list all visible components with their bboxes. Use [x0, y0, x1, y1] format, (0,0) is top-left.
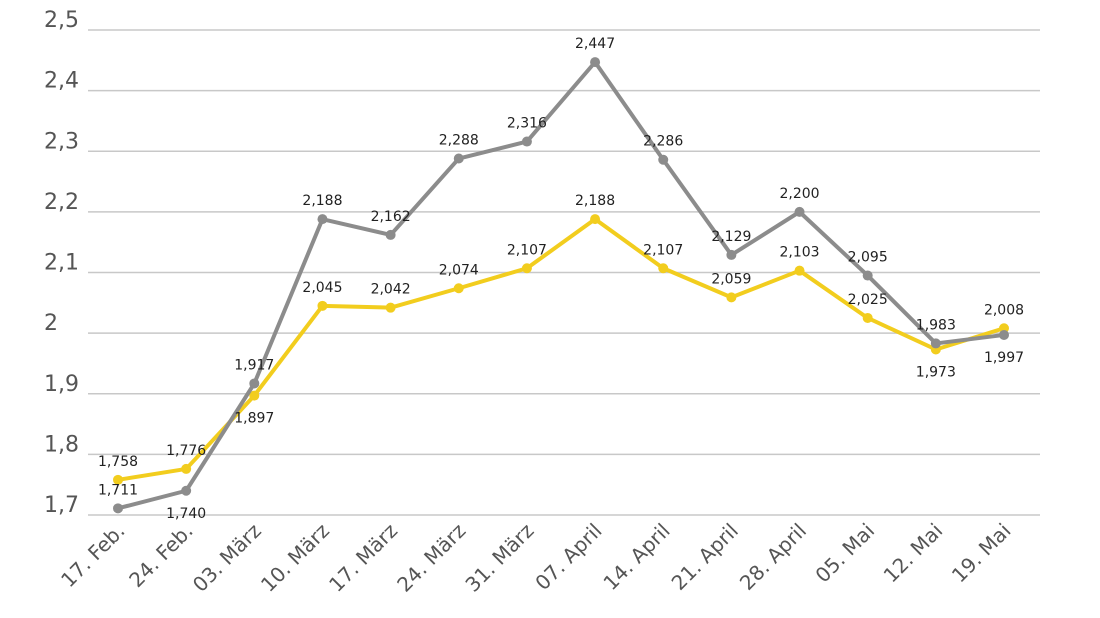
data-label: 2,447 [575, 36, 615, 52]
series-line [116, 217, 1006, 482]
y-tick-label: 2,1 [44, 251, 79, 276]
data-point [317, 300, 328, 311]
data-point [113, 503, 123, 514]
series-yellow [113, 214, 1009, 485]
data-point [862, 312, 873, 323]
data-point [930, 338, 941, 349]
data-label: 1,740 [166, 506, 206, 522]
data-label: 2,107 [643, 242, 683, 258]
data-point [794, 206, 805, 217]
data-point [181, 463, 192, 474]
data-label: 2,059 [711, 271, 751, 287]
x-tick-label: 05. Mai [810, 519, 879, 588]
series-layer [113, 57, 1009, 514]
data-label: 2,288 [439, 133, 479, 149]
y-axis-tick-labels: 1,7 1,8 1,9 2 2,1 2,2 2,3 2,4 2,5 [44, 8, 79, 518]
data-label: 2,042 [371, 282, 411, 298]
data-label: 1,917 [234, 357, 274, 373]
data-label: 1,973 [916, 364, 956, 380]
series-grey [113, 57, 1009, 514]
x-tick-label: 17. März [324, 519, 402, 597]
data-point [453, 283, 464, 294]
data-point [726, 292, 737, 303]
data-label: 1,776 [166, 443, 206, 459]
data-label: 2,008 [984, 302, 1024, 318]
data-point [590, 57, 601, 68]
data-point [794, 265, 805, 276]
data-label: 2,107 [507, 242, 547, 258]
data-label: 2,286 [643, 134, 683, 150]
data-point [385, 302, 396, 313]
y-tick-label: 1,9 [44, 372, 79, 397]
data-label: 2,316 [507, 116, 547, 132]
data-label: 2,045 [302, 280, 342, 296]
data-label: 2,162 [371, 209, 411, 225]
x-tick-label: 03. März [188, 519, 266, 597]
x-tick-label: 19. Mai [947, 519, 1016, 588]
data-label: 1,758 [98, 454, 138, 470]
x-tick-label: 31. März [460, 519, 538, 597]
data-label: 2,129 [711, 229, 751, 245]
data-label: 2,200 [779, 186, 819, 202]
x-tick-label: 28. April [735, 519, 811, 595]
y-tick-label: 2,5 [44, 8, 79, 33]
data-point [658, 263, 669, 274]
x-tick-label: 12. Mai [879, 519, 948, 588]
data-label: 2,025 [848, 292, 888, 308]
data-label: 1,983 [916, 317, 956, 333]
data-label: 1,711 [98, 482, 138, 498]
data-point [726, 249, 737, 260]
x-tick-label: 21. April [667, 519, 743, 595]
data-label: 2,095 [848, 250, 888, 266]
data-label: 1,997 [984, 350, 1024, 366]
data-point [181, 485, 192, 496]
y-tick-label: 1,7 [44, 493, 79, 518]
data-labels: 1,758 1,776 1,897 2,045 2,042 2,074 2,107 2,188… [98, 36, 1024, 522]
data-point [113, 474, 123, 485]
data-point [521, 136, 532, 147]
data-point [999, 329, 1009, 340]
x-tick-label: 24. März [392, 519, 470, 597]
data-point [249, 390, 260, 401]
data-label: 2,103 [779, 245, 819, 261]
y-tick-label: 2,2 [44, 190, 79, 215]
y-tick-label: 2 [44, 311, 58, 336]
data-point [590, 214, 601, 225]
x-tick-label: 17. Feb. [56, 519, 129, 592]
data-point [385, 229, 396, 240]
y-tick-label: 1,8 [44, 432, 79, 457]
x-tick-label: 07. April [530, 519, 606, 595]
data-point [249, 378, 260, 389]
data-label: 2,188 [302, 193, 342, 209]
data-label: 2,188 [575, 193, 615, 209]
x-tick-label: 10. März [256, 519, 334, 597]
data-label: 2,074 [439, 262, 479, 278]
data-point [453, 153, 464, 164]
y-tick-label: 2,4 [44, 69, 79, 94]
data-point [521, 263, 532, 274]
data-point [658, 154, 669, 165]
series-line [116, 60, 1006, 511]
data-label: 1,897 [234, 411, 274, 427]
data-point [317, 214, 328, 225]
x-tick-label: 14. April [598, 519, 674, 595]
data-point [862, 270, 873, 281]
y-tick-label: 2,3 [44, 129, 79, 154]
gridlines [88, 29, 1040, 516]
x-tick-label: 24. Feb. [124, 519, 197, 592]
